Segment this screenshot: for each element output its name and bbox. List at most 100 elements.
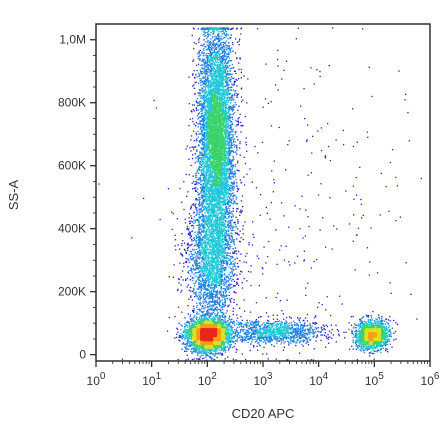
event-point — [282, 313, 284, 315]
event-point — [231, 322, 234, 325]
event-point — [219, 352, 221, 354]
event-point — [222, 46, 224, 48]
event-point — [200, 290, 202, 292]
event-point — [221, 60, 224, 62]
event-point — [211, 44, 214, 46]
event-point — [197, 130, 199, 133]
event-point — [221, 352, 223, 355]
event-point — [237, 222, 239, 224]
event-point — [216, 294, 218, 297]
event-point — [203, 82, 206, 84]
event-point — [228, 119, 230, 122]
event-point — [210, 79, 212, 81]
event-point — [199, 256, 201, 259]
event-point — [210, 63, 212, 65]
event-point — [219, 27, 221, 29]
event-point — [233, 183, 235, 185]
event-point — [217, 45, 219, 47]
event-point — [232, 252, 234, 255]
event-point — [245, 261, 247, 264]
event-point — [203, 182, 205, 185]
event-point — [376, 351, 378, 353]
event-point — [237, 331, 239, 334]
event-point — [210, 293, 212, 295]
event-point — [189, 255, 192, 258]
event-point — [355, 340, 357, 342]
event-point — [236, 147, 238, 149]
event-point — [283, 215, 285, 217]
event-point — [235, 78, 237, 81]
event-point — [228, 76, 230, 79]
event-point — [185, 321, 187, 323]
event-point — [273, 322, 275, 324]
event-point — [285, 320, 287, 322]
event-point — [199, 244, 201, 247]
event-point — [207, 75, 209, 77]
event-point — [385, 186, 387, 188]
event-point — [303, 335, 305, 337]
event-point — [198, 74, 201, 76]
event-point — [304, 118, 306, 120]
event-point — [201, 305, 204, 307]
event-point — [195, 259, 197, 261]
event-point — [208, 312, 210, 314]
event-point — [227, 62, 229, 64]
event-point — [257, 341, 260, 344]
event-point — [231, 97, 233, 99]
event-point — [196, 288, 198, 290]
event-point — [192, 221, 194, 223]
event-point — [226, 53, 228, 55]
event-point — [236, 323, 238, 325]
event-point — [98, 183, 100, 185]
event-point — [390, 335, 392, 338]
event-point — [232, 134, 234, 136]
event-point — [356, 344, 358, 346]
event-point — [228, 53, 230, 56]
event-point — [229, 326, 231, 328]
event-point — [227, 74, 229, 76]
event-point — [220, 287, 222, 289]
event-point — [187, 191, 189, 193]
event-point — [287, 340, 289, 342]
event-point — [225, 69, 227, 71]
event-point — [171, 211, 173, 213]
event-point — [199, 310, 201, 312]
event-point — [335, 324, 337, 326]
event-point — [257, 324, 259, 326]
event-point — [199, 197, 201, 199]
event-point — [238, 40, 240, 42]
event-point — [208, 302, 210, 304]
event-point — [203, 269, 205, 271]
event-point — [230, 124, 232, 126]
event-point — [250, 333, 253, 336]
event-point — [233, 336, 235, 339]
event-point — [327, 338, 329, 340]
event-point — [215, 301, 218, 303]
event-point — [198, 233, 200, 235]
event-point — [233, 170, 235, 172]
event-point — [200, 302, 202, 304]
event-point — [234, 90, 236, 92]
event-point — [196, 139, 198, 142]
event-point — [197, 113, 200, 115]
event-point — [201, 256, 204, 258]
event-point — [229, 226, 231, 229]
event-point — [229, 278, 231, 280]
event-point — [200, 228, 202, 230]
event-point — [236, 187, 239, 189]
event-point — [199, 198, 201, 200]
event-point — [199, 267, 201, 269]
event-point — [226, 321, 228, 324]
event-point — [202, 29, 204, 31]
event-point — [201, 204, 203, 207]
event-point — [224, 301, 226, 303]
event-point — [196, 191, 199, 193]
event-point — [236, 283, 238, 285]
event-point — [178, 336, 180, 338]
event-point — [212, 290, 215, 292]
event-point — [230, 133, 232, 136]
event-point — [219, 283, 221, 285]
event-point — [179, 262, 181, 264]
event-point — [201, 105, 204, 107]
event-point — [192, 85, 194, 87]
